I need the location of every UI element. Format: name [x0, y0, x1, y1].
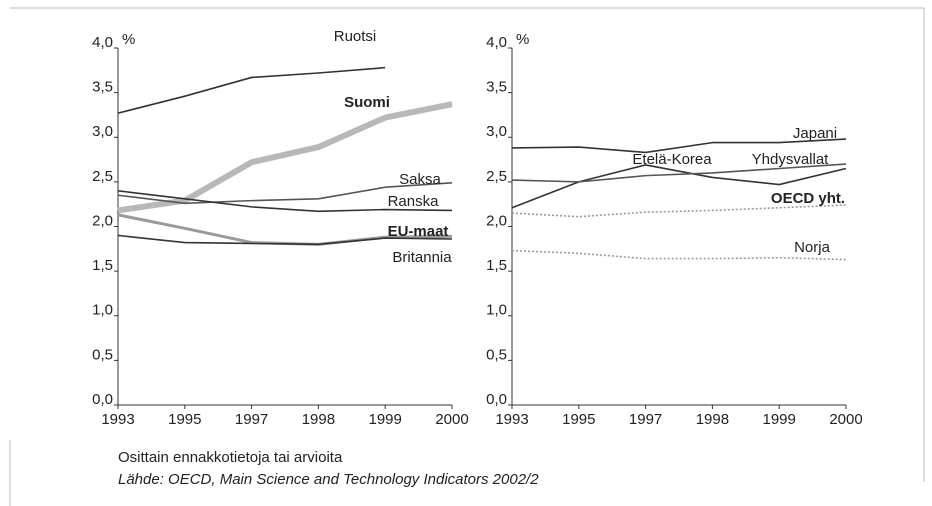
x-tick-label: 1997 — [629, 411, 662, 428]
y-tick-label: 0,0 — [92, 391, 113, 408]
x-tick-label: 1993 — [101, 411, 134, 428]
y-tick-label: 1,5 — [92, 257, 113, 274]
series-label: OECD yht. — [771, 190, 845, 207]
y-tick-label: 0,5 — [486, 346, 507, 363]
series-label: Britannia — [392, 249, 452, 266]
x-tick-label: 1997 — [235, 411, 268, 428]
series-line — [117, 190, 453, 213]
y-tick-label: 3,5 — [486, 79, 507, 96]
y-tick-label: 2,0 — [92, 212, 113, 229]
y-tick-label: 1,0 — [92, 302, 113, 319]
series-line — [511, 164, 847, 209]
y-tick-label: 2,5 — [92, 168, 113, 185]
series-label: Etelä-Korea — [632, 151, 712, 168]
series-line — [117, 234, 453, 246]
x-tick-label: 2000 — [829, 411, 862, 428]
y-tick-label: 0,5 — [92, 346, 113, 363]
x-tick-label: 1993 — [495, 411, 528, 428]
x-tick-label: 1998 — [302, 411, 335, 428]
series-label: Ranska — [388, 193, 440, 210]
series-line — [117, 181, 453, 205]
y-tick-label: 2,0 — [486, 212, 507, 229]
y-unit: % — [516, 31, 529, 48]
y-tick-label: 3,5 — [92, 79, 113, 96]
series-label: Norja — [794, 239, 831, 256]
y-tick-label: 4,0 — [486, 34, 507, 51]
source: Lähde: OECD, Main Science and Technology… — [118, 471, 539, 488]
series-line — [511, 138, 847, 154]
y-tick-label: 4,0 — [92, 34, 113, 51]
y-tick-label: 1,5 — [486, 257, 507, 274]
y-tick-label: 3,0 — [92, 123, 113, 140]
series-label: Suomi — [344, 94, 390, 111]
y-tick-label: 0,0 — [486, 391, 507, 408]
y-unit: % — [122, 31, 135, 48]
series-label: Saksa — [399, 171, 441, 188]
series-label: Japani — [793, 125, 837, 142]
y-tick-label: 3,0 — [486, 123, 507, 140]
x-tick-label: 1995 — [168, 411, 201, 428]
series-label: EU-maat — [388, 223, 449, 240]
series-label: Ruotsi — [334, 28, 377, 45]
x-tick-label: 1999 — [369, 411, 402, 428]
y-tick-label: 2,5 — [486, 168, 507, 185]
series-label: Yhdysvallat — [752, 151, 830, 168]
x-tick-label: 1999 — [763, 411, 796, 428]
series-line — [511, 163, 847, 183]
x-tick-label: 1998 — [696, 411, 729, 428]
series-line — [117, 66, 386, 114]
y-tick-label: 1,0 — [486, 302, 507, 319]
note: Osittain ennakkotietoja tai arvioita — [118, 449, 343, 466]
x-tick-label: 1995 — [562, 411, 595, 428]
x-tick-label: 2000 — [435, 411, 468, 428]
